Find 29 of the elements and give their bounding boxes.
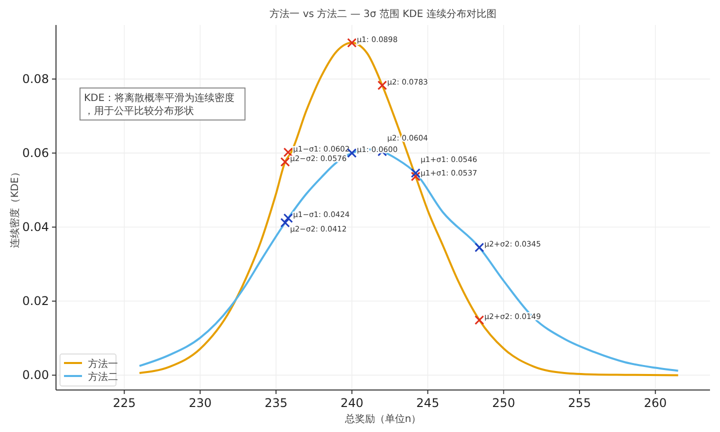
point — [410, 172, 420, 182]
x-axis-title: 总奖励（单位n） — [344, 413, 422, 425]
y-axis-title: 连续密度（KDE） — [9, 167, 21, 248]
y-tick-label: 0.00 — [22, 368, 49, 382]
x-tick-label: 230 — [188, 396, 212, 410]
y-tick-label: 0.04 — [22, 220, 49, 234]
x-tick-label: 240 — [340, 396, 364, 410]
point — [474, 315, 484, 325]
y-tick-label: 0.08 — [22, 72, 49, 86]
annotation: KDE：将离散概率平滑为连续密度，用于公平比较分布形状 — [84, 92, 235, 117]
y-tick-label: 0.02 — [22, 294, 49, 308]
legend-label: 方法一 — [88, 358, 118, 370]
x-tick-label: 260 — [644, 396, 667, 410]
legend-label: 方法二 — [88, 371, 118, 383]
point — [280, 218, 290, 228]
x-tick-label: 225 — [112, 396, 136, 410]
x-tick-label: 250 — [492, 396, 516, 410]
point — [474, 242, 484, 252]
point — [347, 148, 357, 158]
y-tick-label: 0.06 — [22, 146, 49, 160]
point — [347, 38, 357, 48]
x-tick-label: 245 — [416, 396, 440, 410]
x-tick-label: 255 — [568, 396, 591, 410]
point — [283, 213, 293, 224]
chart-title: 方法一 vs 方法二 — 3σ 范围 KDE 连续分布对比图 — [270, 8, 496, 20]
point — [377, 80, 388, 90]
point — [280, 157, 290, 167]
point — [410, 168, 420, 178]
x-tick-label: 235 — [264, 396, 288, 410]
